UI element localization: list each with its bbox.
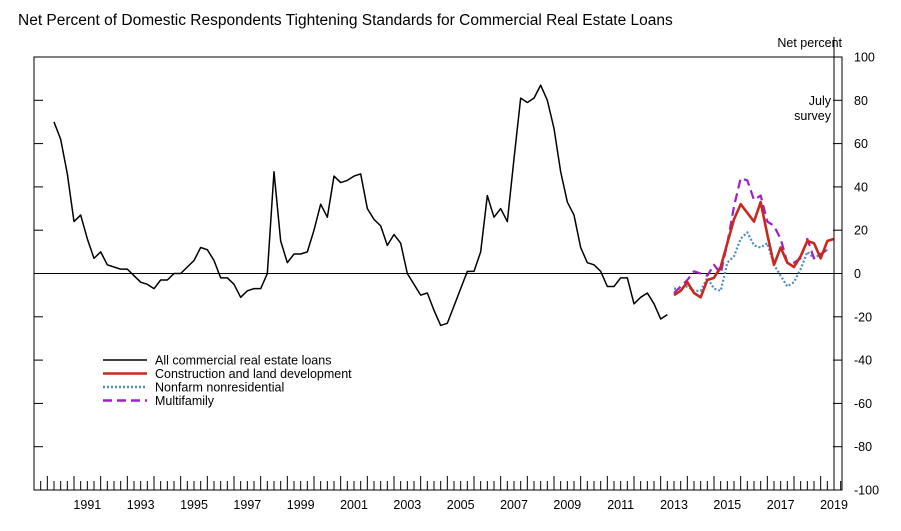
x-tick-label: 1997 [233, 498, 261, 512]
x-tick-label: 2003 [393, 498, 421, 512]
y-tick-label: 80 [854, 94, 868, 108]
x-tick-label: 2007 [500, 498, 528, 512]
x-tick-label: 2015 [713, 498, 741, 512]
x-tick-label: 2019 [820, 498, 848, 512]
legend-label: Nonfarm nonresidential [155, 381, 284, 395]
x-tick-label: 2001 [340, 498, 368, 512]
legend-label: Multifamily [155, 394, 215, 408]
series-multifamily [673, 177, 828, 294]
x-tick-label: 2005 [447, 498, 475, 512]
y-tick-label: 100 [854, 51, 875, 65]
x-tick-label: 1999 [287, 498, 315, 512]
y-tick-label: 60 [854, 137, 868, 151]
x-tick-label: 1995 [180, 498, 208, 512]
y-tick-label: -80 [854, 440, 872, 454]
y-tick-label: -40 [854, 354, 872, 368]
y-tick-label: 40 [854, 180, 868, 194]
y-tick-label: -20 [854, 310, 872, 324]
series-all-cre [53, 84, 668, 327]
chart-title: Net Percent of Domestic Respondents Tigh… [18, 12, 673, 29]
y-tick-label: -100 [854, 484, 879, 498]
july-survey-label: survey [794, 109, 832, 123]
y-tick-label: -60 [854, 397, 872, 411]
series-construction [673, 200, 835, 299]
legend-label: Construction and land development [155, 367, 352, 381]
y-axis-label: Net percent [777, 36, 842, 50]
y-tick-label: 0 [854, 267, 861, 281]
july-survey-label: July [809, 94, 832, 108]
x-tick-label: 2013 [660, 498, 688, 512]
series-nonfarm [674, 231, 828, 292]
legend-label: All commercial real estate loans [155, 354, 331, 368]
x-tick-label: 2009 [553, 498, 581, 512]
x-tick-label: 1993 [127, 498, 155, 512]
x-tick-label: 2011 [607, 498, 634, 512]
x-tick-label: 2017 [767, 498, 795, 512]
y-tick-label: 20 [854, 224, 868, 238]
x-tick-label: 1991 [73, 498, 101, 512]
